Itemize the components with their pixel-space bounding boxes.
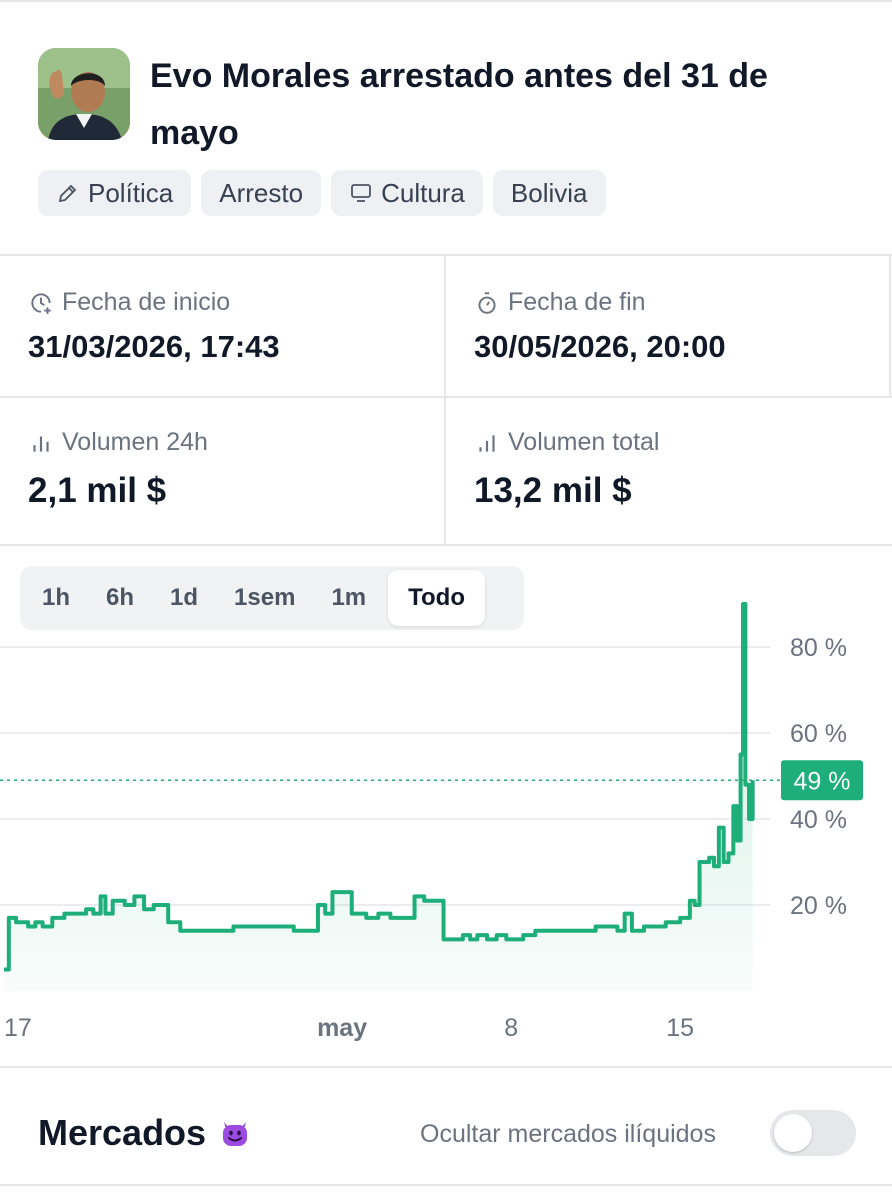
stopwatch-icon	[478, 291, 496, 314]
current-value-label: 49 %	[794, 767, 851, 795]
y-tick-label: 80 %	[790, 634, 847, 662]
market-stats: Fecha de inicio 31/03/2026, 17:43 Fecha …	[0, 254, 892, 546]
time-range-selector: 1h 6h 1d 1sem 1m Todo	[20, 566, 524, 630]
stat-end-date: Fecha de fin 30/05/2026, 20:00	[474, 288, 726, 365]
hide-illiquid-label: Ocultar mercados ilíquidos	[420, 1120, 716, 1148]
y-tick-label: 20 %	[790, 892, 847, 920]
bottom-divider	[0, 1184, 892, 1186]
clock-plus-icon	[31, 292, 51, 314]
tag-cultura[interactable]: Cultura	[331, 170, 483, 216]
range-tab-1sem[interactable]: 1sem	[234, 584, 296, 611]
bar-chart-icon	[33, 436, 49, 452]
range-tab-todo[interactable]: Todo	[388, 570, 485, 626]
range-tab-1m[interactable]: 1m	[331, 584, 367, 611]
hide-illiquid-toggle[interactable]	[770, 1110, 856, 1156]
stat-label: Fecha de fin	[508, 288, 646, 316]
stat-label: Volumen total	[508, 428, 660, 456]
stat-label: Fecha de inicio	[62, 288, 231, 316]
tag-arresto[interactable]: Arresto	[201, 170, 322, 216]
stat-value: 31/03/2026, 17:43	[28, 329, 280, 364]
current-value-badge	[781, 760, 863, 801]
top-divider	[0, 0, 892, 2]
person-photo-icon	[38, 48, 130, 140]
price-line	[4, 602, 755, 972]
toggle-knob	[774, 1114, 812, 1152]
y-tick-label: 60 %	[790, 720, 847, 748]
tag-label: Arresto	[219, 177, 304, 208]
market-title: Evo Morales arrestado antes del 31 de ma…	[150, 57, 768, 152]
stat-volume-total: Volumen total 13,2 mil $	[474, 428, 660, 511]
tag-bolivia[interactable]: Bolivia	[492, 170, 606, 216]
tag-list: Política Arresto Cultura Bolivia	[38, 170, 606, 216]
x-tick-label: 8	[504, 1014, 518, 1042]
section-divider	[0, 1066, 892, 1068]
market-avatar	[38, 48, 130, 140]
price-area	[4, 604, 753, 991]
tag-politica[interactable]: Política	[38, 170, 192, 216]
range-tab-6h[interactable]: 6h	[106, 584, 135, 611]
x-tick-label: may	[317, 1014, 367, 1042]
pen-nib-icon	[58, 184, 77, 203]
range-tab-1h[interactable]: 1h	[42, 584, 71, 611]
stat-value: 13,2 mil $	[474, 471, 632, 510]
bar-chart-icon	[479, 434, 495, 452]
stats-divider	[0, 396, 892, 398]
stat-volume-24h: Volumen 24h 2,1 mil $	[28, 428, 208, 511]
x-tick-label: 15	[666, 1014, 694, 1042]
stat-start-date: Fecha de inicio 31/03/2026, 17:43	[28, 288, 280, 365]
price-chart[interactable]: 49 % 20 % 40 % 60 % 80 % 17 may 8 15	[0, 560, 892, 1060]
monitor-icon	[351, 184, 371, 202]
tag-label: Bolivia	[510, 177, 588, 208]
markets-heading: Mercados	[38, 1112, 250, 1154]
stat-label: Volumen 24h	[62, 428, 208, 456]
markets-title: Mercados	[38, 1112, 207, 1153]
x-tick-label: 17	[4, 1014, 32, 1042]
stats-divider	[444, 256, 446, 544]
market-header: Evo Morales arrestado antes del 31 de ma…	[38, 48, 858, 152]
smiling-devil-icon	[223, 1122, 248, 1146]
stat-value: 2,1 mil $	[28, 471, 167, 510]
y-tick-label: 40 %	[790, 806, 847, 834]
tag-label: Política	[88, 177, 174, 208]
stats-divider	[889, 256, 891, 398]
tag-label: Cultura	[381, 177, 465, 208]
range-tab-1d[interactable]: 1d	[170, 584, 199, 611]
stat-value: 30/05/2026, 20:00	[474, 329, 726, 364]
